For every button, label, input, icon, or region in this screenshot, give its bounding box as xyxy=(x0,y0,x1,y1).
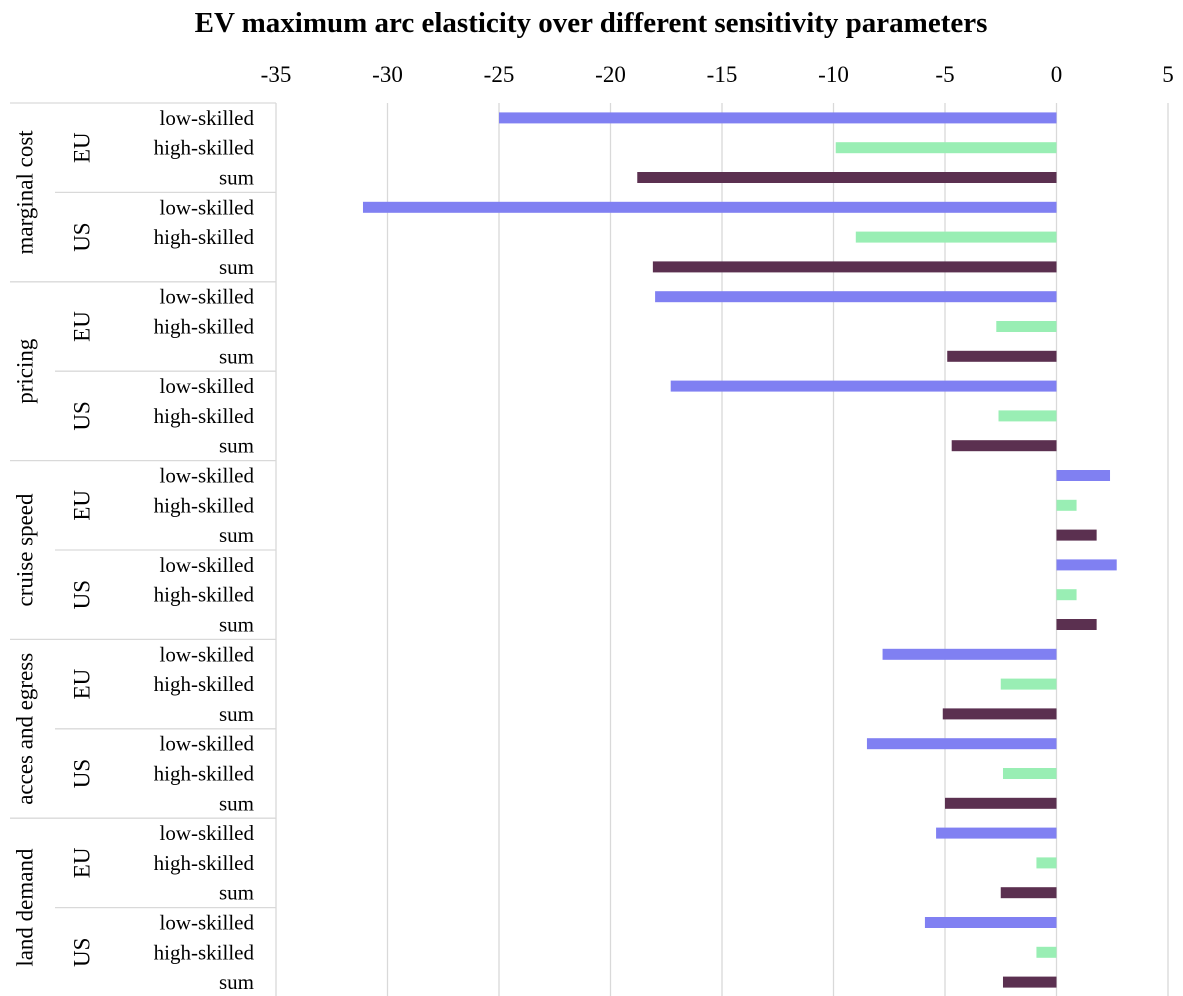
bar-sum xyxy=(1056,529,1097,541)
category-label: low-skilled xyxy=(160,732,255,756)
x-axis-tick-labels: -35 -30 -25 -20 -15 -10 -5 0 5 xyxy=(261,62,1174,87)
bar-low-skilled xyxy=(362,201,1057,213)
bar-high-skilled xyxy=(996,321,1057,332)
category-label: high-skilled xyxy=(154,315,255,339)
bar-low-skilled xyxy=(670,380,1057,392)
x-tick-label: -5 xyxy=(935,62,954,87)
bar-high-skilled xyxy=(1000,678,1057,690)
category-label: sum xyxy=(219,344,254,368)
category-label: low-skilled xyxy=(160,285,255,309)
category-label: high-skilled xyxy=(154,851,255,875)
category-label: sum xyxy=(219,166,254,190)
category-label: high-skilled xyxy=(154,493,255,517)
category-label: sum xyxy=(219,881,254,905)
category-label: sum xyxy=(219,434,254,458)
x-tick-label: 0 xyxy=(1051,62,1063,87)
x-tick-label: -15 xyxy=(707,62,738,87)
category-label: sum xyxy=(219,791,254,815)
category-label: sum xyxy=(219,523,254,547)
category-label: low-skilled xyxy=(160,195,255,219)
category-label: low-skilled xyxy=(160,642,255,666)
bar-high-skilled xyxy=(1002,768,1057,779)
category-label: sum xyxy=(219,702,254,726)
chart-title: EV maximum arc elasticity over different… xyxy=(195,7,988,39)
category-label: low-skilled xyxy=(160,374,255,398)
x-tick-label: 5 xyxy=(1162,62,1174,87)
region-label: US xyxy=(70,222,95,251)
bar-sum xyxy=(942,708,1057,720)
category-label: high-skilled xyxy=(154,762,255,786)
bar-low-skilled xyxy=(866,738,1057,750)
region-label: US xyxy=(70,759,95,788)
group-label: acces and egress xyxy=(13,653,38,805)
category-label: low-skilled xyxy=(160,106,255,130)
bar-low-skilled xyxy=(936,827,1057,839)
bar-sum xyxy=(945,797,1057,809)
category-label: low-skilled xyxy=(160,464,255,488)
bar-high-skilled xyxy=(1036,857,1057,869)
region-label: US xyxy=(70,401,95,430)
bar-high-skilled xyxy=(1056,499,1077,511)
category-labels: low-skilled high-skilled sum EU low-skilled h… xyxy=(13,106,255,994)
bar-sum xyxy=(637,172,1057,183)
region-label: US xyxy=(70,580,95,609)
region-label: EU xyxy=(70,668,95,699)
bar-sum xyxy=(652,261,1057,273)
category-label: high-skilled xyxy=(154,940,255,964)
x-tick-label: -30 xyxy=(372,62,403,87)
category-label: high-skilled xyxy=(154,225,255,249)
bar-low-skilled xyxy=(924,917,1057,928)
region-label: EU xyxy=(70,132,95,163)
bar-high-skilled xyxy=(1036,946,1057,958)
bar-high-skilled xyxy=(855,231,1057,243)
bar-sum xyxy=(1002,976,1057,988)
bars xyxy=(362,112,1117,988)
category-label: high-skilled xyxy=(154,583,255,607)
category-label: sum xyxy=(219,970,254,994)
category-label: high-skilled xyxy=(154,672,255,696)
group-label: marginal cost xyxy=(13,130,38,255)
x-tick-label: -35 xyxy=(261,62,292,87)
group-label: pricing xyxy=(13,338,38,404)
bar-low-skilled xyxy=(499,112,1057,124)
bar-high-skilled xyxy=(835,142,1057,154)
bar-low-skilled xyxy=(1056,559,1117,571)
category-label: high-skilled xyxy=(154,136,255,160)
category-label: high-skilled xyxy=(154,404,255,428)
category-label: low-skilled xyxy=(160,821,255,845)
bar-low-skilled xyxy=(655,291,1057,303)
x-tick-label: -20 xyxy=(595,62,626,87)
region-label: US xyxy=(70,938,95,967)
category-label: low-skilled xyxy=(160,553,255,577)
category-label: low-skilled xyxy=(160,911,255,935)
bar-sum xyxy=(1000,887,1057,899)
bar-sum xyxy=(1056,619,1097,630)
bar-high-skilled xyxy=(1056,589,1077,601)
group-label: land demand xyxy=(13,848,38,967)
region-label: EU xyxy=(70,311,95,342)
bar-sum xyxy=(951,440,1057,452)
x-tick-label: -10 xyxy=(818,62,849,87)
bar-sum xyxy=(947,350,1057,362)
group-label: cruise speed xyxy=(13,493,38,607)
region-label: EU xyxy=(70,490,95,521)
bar-low-skilled xyxy=(1056,470,1111,481)
region-label: EU xyxy=(70,847,95,878)
bar-high-skilled xyxy=(998,410,1057,422)
category-label: sum xyxy=(219,613,254,637)
category-axis-frame xyxy=(10,102,277,996)
category-label: sum xyxy=(219,255,254,279)
x-tick-label: -25 xyxy=(484,62,515,87)
gridlines xyxy=(386,103,1169,996)
bar-low-skilled xyxy=(882,648,1057,660)
